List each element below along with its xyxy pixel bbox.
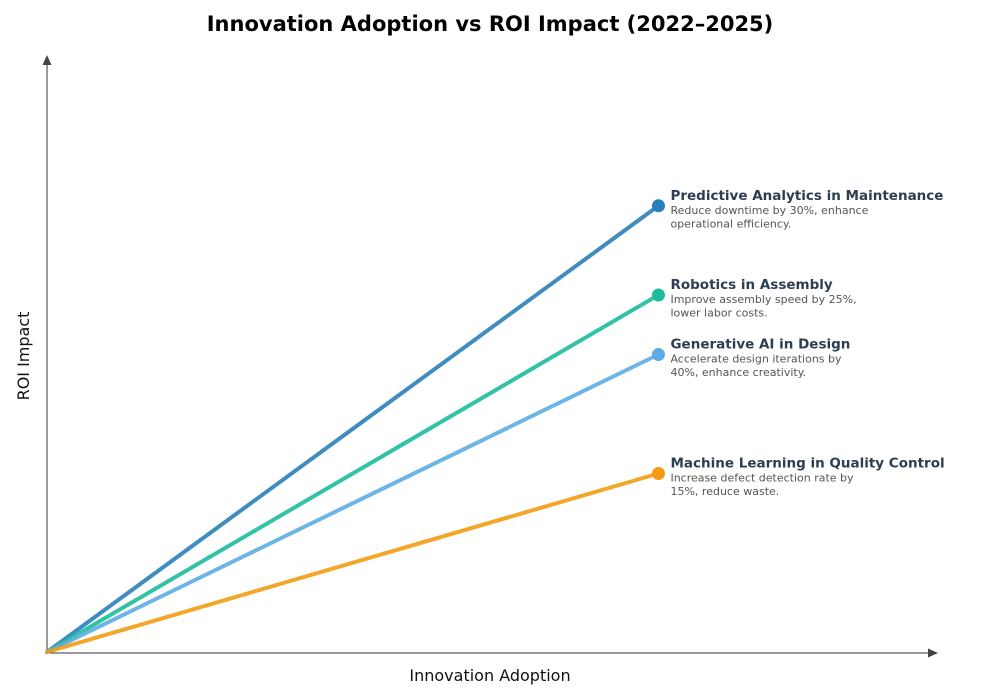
x-axis (47, 648, 938, 658)
annotation-description: Increase defect detection rate by (670, 472, 854, 485)
series-line (45, 203, 661, 654)
data-point (651, 199, 665, 213)
series-line (45, 293, 661, 654)
x-axis-label: Innovation Adoption (409, 666, 570, 685)
annotation-title: Generative AI in Design (670, 337, 850, 353)
annotation-description: Improve assembly speed by 25%, (670, 293, 856, 306)
y-axis-label: ROI Impact (14, 312, 33, 401)
data-point (651, 467, 665, 480)
series-predictive-analytics-in-maintenance: Predictive Analytics in MaintenanceReduc… (45, 188, 943, 654)
annotation-description: operational efficiency. (670, 217, 791, 230)
annotation-title: Predictive Analytics in Maintenance (670, 188, 943, 204)
annotation-description: 15%, reduce waste. (670, 485, 779, 498)
data-point (651, 348, 665, 361)
data-point (651, 288, 665, 302)
series-line (45, 471, 661, 654)
annotation-title: Machine Learning in Quality Control (670, 456, 944, 472)
series-machine-learning-in-quality-control: Machine Learning in Quality ControlIncre… (45, 456, 945, 654)
annotation-description: 40%, enhance creativity. (670, 366, 806, 379)
annotation-description: lower labor costs. (670, 307, 767, 320)
series-line (45, 352, 661, 654)
y-axis-arrow-icon (42, 55, 52, 65)
annotation-description: Reduce downtime by 30%, enhance (670, 204, 868, 217)
x-axis-arrow-icon (928, 648, 938, 658)
annotation-title: Robotics in Assembly (670, 277, 832, 293)
annotation-description: Accelerate design iterations by (670, 353, 842, 366)
y-axis (42, 55, 52, 653)
chart-title: Innovation Adoption vs ROI Impact (2022–… (207, 12, 774, 36)
